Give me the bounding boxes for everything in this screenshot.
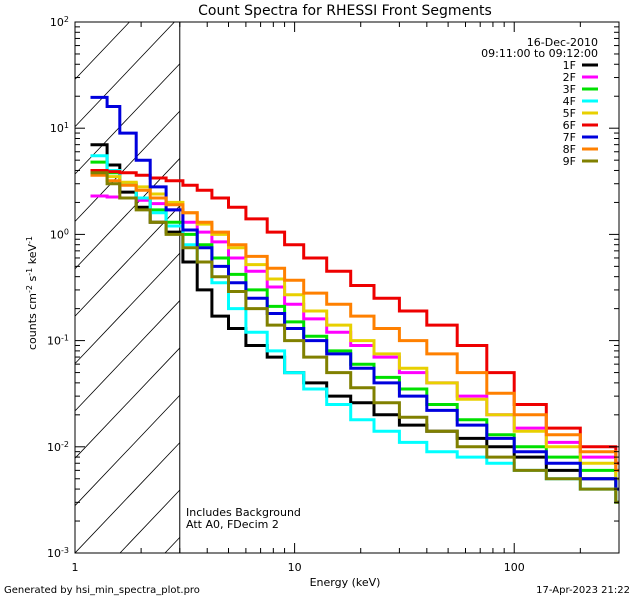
hatch-line: [75, 394, 180, 507]
x-tick-label: 1: [72, 561, 79, 574]
annotation-background: Includes Background: [186, 506, 301, 519]
series-line-2f: [90, 194, 619, 472]
series-line-1f: [90, 143, 619, 504]
legend-label-3f: 3F: [563, 83, 576, 96]
x-axis-label: Energy (keV): [310, 576, 381, 589]
annotation-attenuator: Att A0, FDecim 2: [186, 518, 279, 531]
series-line-5f: [90, 170, 619, 481]
hatch-line: [75, 63, 180, 175]
series-line-3f: [90, 160, 619, 491]
hatch-line: [75, 22, 130, 80]
legend-label-9f: 9F: [563, 155, 576, 168]
hatch-lines: [75, 22, 640, 553]
legend-label-2f: 2F: [563, 71, 576, 84]
x-tick-label: 100: [504, 561, 525, 574]
y-tick-label: 10-1: [47, 333, 69, 348]
series-line-7f: [90, 95, 619, 491]
hatch-line: [75, 205, 180, 317]
series-line-6f: [90, 169, 619, 465]
legend-label-8f: 8F: [563, 143, 576, 156]
hatch-line: [119, 489, 180, 553]
legend-label-7f: 7F: [563, 131, 576, 144]
y-tick-label: 10-3: [47, 546, 69, 561]
series-line-4f: [90, 154, 619, 504]
footer-timestamp: 17-Apr-2023 21:22: [536, 585, 630, 596]
hatch-line: [435, 22, 640, 553]
chart-title: Count Spectra for RHESSI Front Segments: [198, 3, 492, 19]
series-line-9f: [90, 171, 619, 504]
y-tick-label: 10-2: [47, 439, 69, 454]
series-line-8f: [90, 173, 619, 472]
hatch-line: [75, 252, 180, 365]
legend-label-6f: 6F: [563, 119, 576, 132]
x-tick-label: 10: [288, 561, 302, 574]
hatched-region: [75, 22, 640, 553]
hatch-line: [390, 22, 640, 553]
hatch-line: [75, 442, 180, 553]
y-tick-label: 102: [50, 15, 69, 30]
hatch-line: [75, 22, 175, 128]
hatch-line: [75, 300, 180, 412]
series-layer: [90, 95, 619, 504]
legend-label-5f: 5F: [563, 107, 576, 120]
legend-label-1f: 1F: [563, 59, 576, 72]
legend-time-range: 09:11:00 to 09:12:00: [481, 47, 598, 60]
plot-frame: [74, 21, 620, 554]
y-tick-label: 100: [50, 227, 69, 242]
legend-label-4f: 4F: [563, 95, 576, 108]
y-axis-label: counts cm-2 s-1 keV-1: [25, 236, 40, 350]
hatch-line: [75, 110, 180, 223]
footer-generated-by: Generated by hsi_min_spectra_plot.pro: [4, 585, 200, 596]
axes: 1 10 100 10-3 10-2 10-1 100 101 102: [47, 15, 620, 574]
y-tick-label: 101: [50, 121, 69, 136]
legend-date: 16-Dec-2010: [527, 36, 598, 49]
hatch-line: [75, 157, 180, 270]
